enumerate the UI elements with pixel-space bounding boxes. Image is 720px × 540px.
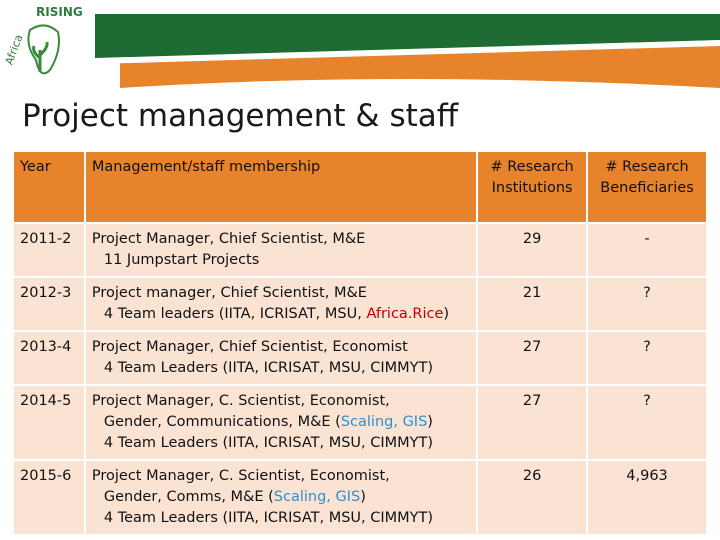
institutions-cell: 26 (476, 459, 589, 536)
institutions-cell: 21 (476, 276, 589, 332)
year-cell: 2015-6 (12, 459, 86, 536)
header-banner: Africa RISING (3, 5, 720, 92)
table-row: 2013-4 Project Manager, Chief Scientist, … (12, 330, 708, 386)
year-cell: 2011-2 (12, 222, 86, 278)
table-row: 2011-2 Project Manager, Chief Scientist, … (12, 222, 708, 278)
membership-line: 4 Team Leaders (IITA, ICRISAT, MSU, CIMM… (92, 358, 470, 379)
text-segment: Project Manager, C. Scientist, Economist… (91, 393, 390, 409)
institutions-cell: 27 (476, 384, 589, 461)
text-segment: 4 Team Leaders (IITA, ICRISAT, MSU, CIMM… (103, 360, 434, 376)
header-cell: # Research Beneficiaries (586, 150, 708, 224)
text-segment: Gender, Comms, M&E ( (103, 489, 274, 505)
header-cell: Management/staff membership (83, 150, 479, 224)
membership-line: Project manager, Chief Scientist, M&E (92, 283, 470, 304)
slide-title: Project management & staff (22, 98, 459, 134)
table-row: 2015-6 Project Manager, C. Scientist, Eco… (12, 459, 708, 536)
text-segment: Scaling, GIS (273, 489, 361, 505)
text-segment: ) (443, 306, 450, 322)
beneficiaries-cell: - (586, 222, 708, 278)
logo-text: RISING (36, 5, 83, 19)
membership-line: Project Manager, C. Scientist, Economist… (92, 391, 470, 412)
membership-line: Project Manager, Chief Scientist, M&E (92, 229, 470, 250)
header-cell: Year (12, 150, 86, 224)
text-segment: Africa.Rice (366, 306, 444, 322)
text-segment: Project Manager, Chief Scientist, Econom… (91, 339, 408, 355)
text-segment: Scaling, GIS (340, 414, 428, 430)
header-cell: # Research Institutions (476, 150, 589, 224)
beneficiaries-cell: ? (586, 384, 708, 461)
text-segment: Project Manager, C. Scientist, Economist… (91, 468, 390, 484)
text-segment: 4 Team Leaders (IITA, ICRISAT, MSU, CIMM… (103, 435, 434, 451)
text-segment: 4 Team Leaders (IITA, ICRISAT, MSU, CIMM… (103, 510, 434, 526)
beneficiaries-cell: ? (586, 276, 708, 332)
text-segment: ) (427, 414, 433, 430)
table-row: 2014-5 Project Manager, C. Scientist, Eco… (12, 384, 708, 461)
membership-line: 11 Jumpstart Projects (92, 250, 470, 271)
membership-line: 4 Team Leaders (IITA, ICRISAT, MSU, CIMM… (92, 508, 470, 529)
membership-cell: Project Manager, C. Scientist, Economist… (83, 384, 479, 461)
membership-line: 4 Team leaders (IITA, ICRISAT, MSU, Afri… (92, 304, 470, 325)
membership-line: Project Manager, C. Scientist, Economist… (92, 466, 470, 487)
beneficiaries-cell: 4,963 (586, 459, 708, 536)
membership-cell: Project Manager, Chief Scientist, M&E 11 … (83, 222, 479, 278)
membership-line: Project Manager, Chief Scientist, Econom… (92, 337, 470, 358)
staff-table: Year Management/staff membership # Researc… (12, 150, 708, 536)
institutions-cell: 29 (476, 222, 589, 278)
year-cell: 2013-4 (12, 330, 86, 386)
year-cell: 2014-5 (12, 384, 86, 461)
text-segment: Project manager, Chief Scientist, M&E (91, 285, 367, 301)
institutions-cell: 27 (476, 330, 589, 386)
membership-cell: Project Manager, Chief Scientist, Econom… (83, 330, 479, 386)
table-row: 2012-3 Project manager, Chief Scientist, … (12, 276, 708, 332)
membership-line: Gender, Comms, M&E (Scaling, GIS) (92, 487, 470, 508)
membership-line: Gender, Communications, M&E (Scaling, GI… (92, 412, 470, 433)
membership-line: 4 Team Leaders (IITA, ICRISAT, MSU, CIMM… (92, 433, 470, 454)
year-cell: 2012-3 (12, 276, 86, 332)
membership-cell: Project Manager, C. Scientist, Economist… (83, 459, 479, 536)
beneficiaries-cell: ? (586, 330, 708, 386)
text-segment: 11 Jumpstart Projects (103, 252, 260, 268)
text-segment: Project Manager, Chief Scientist, M&E (91, 231, 366, 247)
text-segment: 4 Team leaders (IITA, ICRISAT, MSU, (103, 306, 367, 322)
text-segment: ) (360, 489, 366, 505)
membership-cell: Project manager, Chief Scientist, M&E 4 T… (83, 276, 479, 332)
text-segment: Gender, Communications, M&E ( (103, 414, 341, 430)
